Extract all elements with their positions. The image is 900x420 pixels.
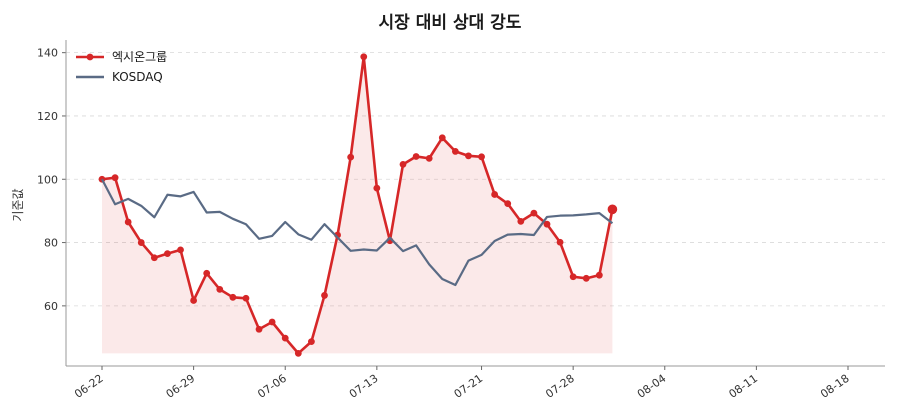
data-point [607,204,618,215]
legend: 엑시온그룹 KOSDAQ [76,50,167,84]
data-point [216,286,224,293]
data-point [556,238,564,246]
data-point [150,254,158,262]
data-point [242,294,250,302]
x-tick-label: 06-29 [164,372,198,401]
series-line-excion [101,55,614,355]
data-point [347,153,355,161]
data-point [268,318,276,326]
legend-swatch-marker [86,53,94,61]
data-point [229,293,237,301]
y-tick-label: 60 [44,300,58,313]
data-point [203,269,211,277]
data-point [543,220,551,228]
data-point [164,250,171,258]
data-point [321,292,328,299]
data-point [478,153,485,161]
data-point [595,271,603,279]
data-point [582,274,590,282]
data-point [137,239,145,246]
data-point [308,338,315,346]
plot-area: 60 80 100 120 140 06-22 06-29 07-06 07-13 07-21 07… [37,40,885,401]
data-point [569,273,577,281]
data-point [491,191,499,198]
x-tick-label: 08-18 [818,372,852,401]
y-axis-label: 기준값 [11,188,25,221]
data-point [373,184,381,192]
data-point [124,218,132,226]
data-point [294,349,302,357]
chart-title: 시장 대비 상대 강도 [379,13,522,33]
data-point [255,325,263,333]
x-tick-label: 08-04 [635,372,669,401]
data-point [281,334,289,342]
data-point [425,154,433,162]
x-tick-label: 06-22 [72,372,106,401]
series-fill-area [102,56,613,354]
legend-label: KOSDAQ [112,70,163,84]
data-point [438,134,446,142]
x-tick-label: 07-13 [347,372,381,401]
y-tick-label: 100 [37,173,58,186]
data-point [190,297,198,304]
x-tick-label: 08-11 [726,372,760,401]
legend-label: 엑시온그룹 [112,50,167,64]
data-point [111,174,119,182]
y-tick-label: 80 [44,237,58,250]
data-point [399,160,407,168]
data-point [412,153,420,160]
x-tick-label: 07-28 [543,372,577,401]
series-line-kosdaq [101,178,614,287]
x-tick-label: 07-21 [452,372,486,401]
data-point [517,217,525,225]
data-point [530,209,538,217]
y-tick-label: 140 [37,47,58,60]
x-tick-label: 07-06 [255,372,289,401]
data-point [504,200,512,208]
data-point [451,148,459,155]
y-tick-label: 120 [37,110,58,123]
data-point [465,152,472,160]
data-point [360,53,368,61]
data-point [177,246,184,254]
